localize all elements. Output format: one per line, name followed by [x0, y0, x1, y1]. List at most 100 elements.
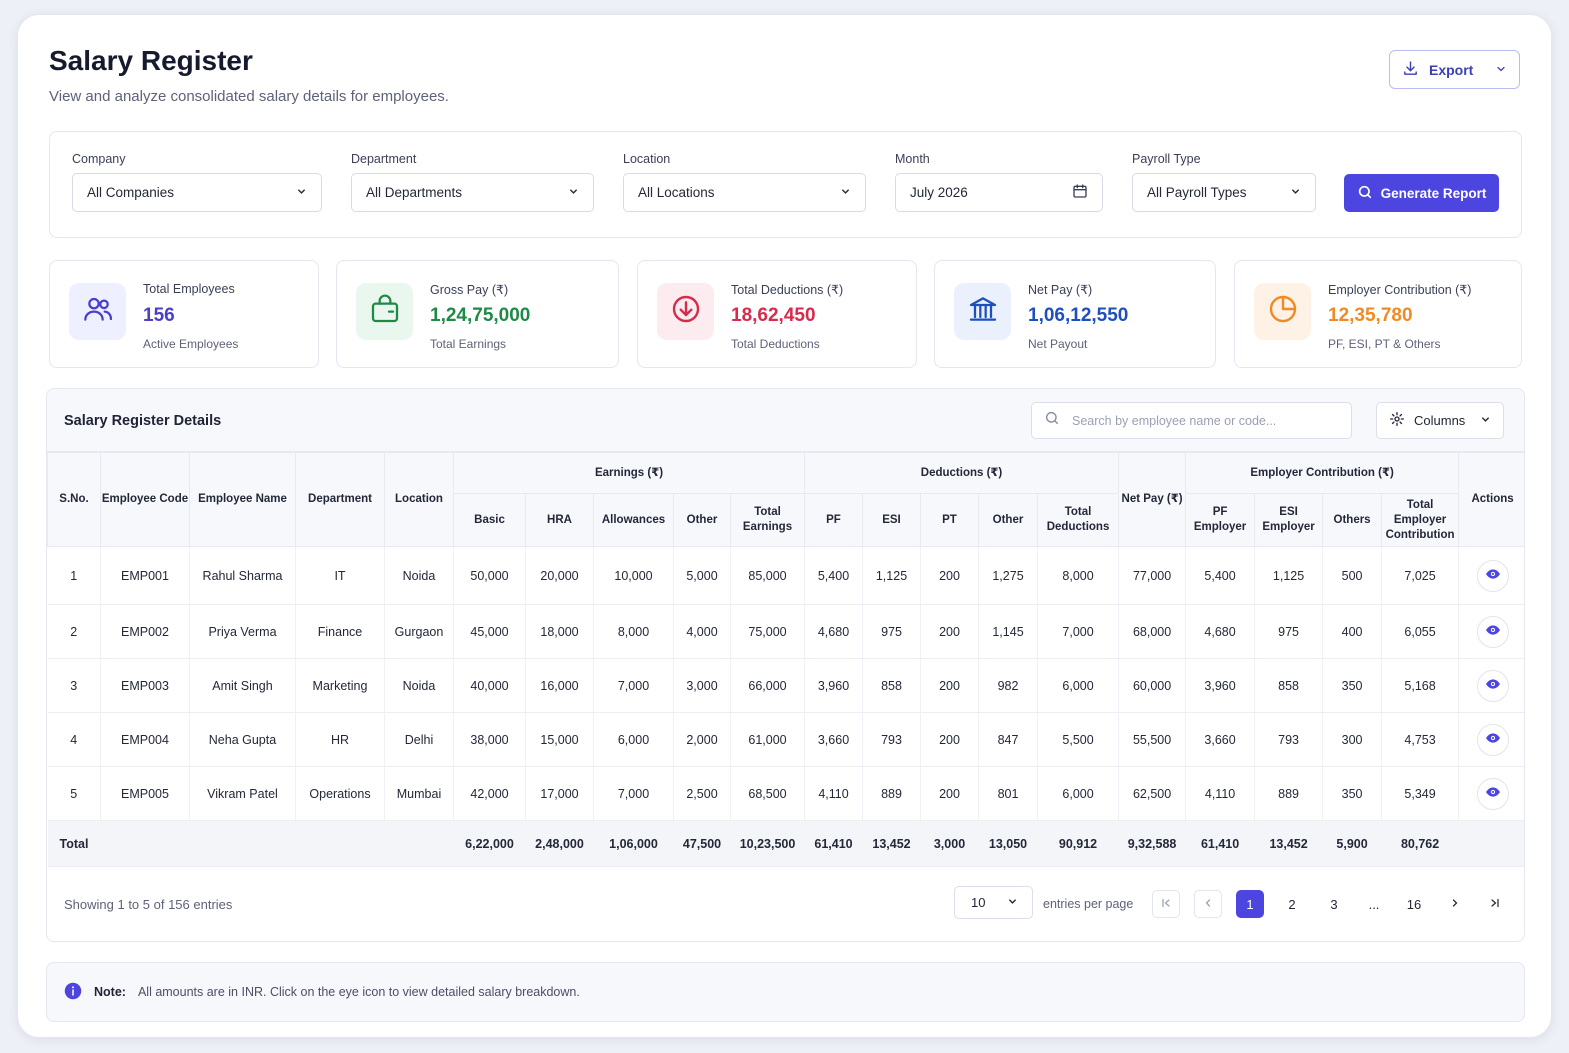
cell-pt: 200: [920, 604, 979, 659]
cell-earnings-other: 4,000: [673, 604, 731, 659]
col-header-esi: ESI: [862, 493, 921, 547]
generate-report-label: Generate Report: [1380, 185, 1487, 201]
total-esi: 13,452: [862, 820, 921, 867]
cell-location: Noida: [384, 546, 454, 605]
payroll-type-filter-label: Payroll Type: [1132, 152, 1201, 166]
department-select-value: All Departments: [366, 185, 463, 200]
next-page-button[interactable]: [1441, 890, 1469, 918]
chevron-down-icon: [840, 185, 851, 200]
view-details-button[interactable]: [1476, 559, 1509, 592]
total-spacer: [100, 820, 454, 867]
cell-sno: 3: [47, 658, 101, 713]
cell-esi: 889: [862, 766, 921, 821]
cell-basic: 38,000: [453, 712, 526, 767]
cell-allowances: 6,000: [593, 712, 674, 767]
cell-net-pay: 55,500: [1118, 712, 1187, 767]
stat-card-total-employees: Total Employees 156 Active Employees: [49, 260, 319, 368]
col-header-total-earnings: Total Earnings: [730, 493, 805, 547]
eye-icon: [1485, 784, 1501, 803]
total-net-pay: 9,32,588: [1118, 820, 1186, 867]
generate-report-button[interactable]: Generate Report: [1344, 174, 1499, 212]
export-button[interactable]: Export: [1389, 50, 1520, 89]
cell-earnings-other: 2,500: [673, 766, 731, 821]
table-row: 3 EMP003 Amit Singh Marketing Noida 40,000 16,…: [47, 658, 1524, 713]
stat-icon-bg: [69, 283, 126, 340]
col-header-department: Department: [295, 452, 385, 547]
eye-icon: [1485, 730, 1501, 749]
stat-icon-bg: [954, 283, 1011, 340]
cell-esi: 975: [862, 604, 921, 659]
stat-label: Gross Pay (₹): [430, 283, 509, 297]
cell-pf-employer: 4,680: [1185, 604, 1256, 659]
page-button-16[interactable]: 16: [1406, 896, 1422, 912]
chevron-down-icon: [568, 185, 579, 200]
month-picker[interactable]: July 2026: [895, 173, 1103, 212]
first-page-button[interactable]: [1152, 890, 1180, 918]
col-header-earnings-other: Other: [673, 493, 731, 547]
company-select[interactable]: All Companies: [72, 173, 322, 212]
department-select[interactable]: All Departments: [351, 173, 594, 212]
table-body: 1 EMP001 Rahul Sharma IT Noida 50,000 20,000 10…: [47, 546, 1524, 821]
chevron-left-icon: [1202, 897, 1214, 912]
col-header-employee-code: Employee Code: [100, 452, 190, 547]
page-button-1[interactable]: 1: [1236, 890, 1264, 918]
cell-pf-employer: 4,110: [1185, 766, 1256, 821]
columns-label: Columns: [1414, 413, 1466, 428]
view-details-button[interactable]: [1476, 615, 1509, 648]
cell-net-pay: 77,000: [1118, 546, 1187, 605]
stat-icon-bg: [1254, 283, 1311, 340]
company-select-value: All Companies: [87, 185, 175, 200]
chevron-right-icon: [1449, 897, 1461, 912]
cell-esi-employer: 1,125: [1254, 546, 1324, 605]
last-page-button[interactable]: [1481, 890, 1509, 918]
stat-subtext: Active Employees: [143, 337, 239, 351]
location-select[interactable]: All Locations: [623, 173, 866, 212]
cell-hra: 16,000: [525, 658, 594, 713]
col-header-basic: Basic: [453, 493, 526, 547]
cell-total-deductions: 5,500: [1037, 712, 1120, 767]
columns-button[interactable]: Columns: [1376, 402, 1504, 439]
page-button-3[interactable]: 3: [1330, 896, 1338, 912]
department-filter: Department All Departments: [351, 152, 594, 212]
cell-total-employer-contribution: 5,349: [1381, 766, 1460, 821]
total-total-earnings: 10,23,500: [730, 820, 805, 867]
cell-employee-name: Amit Singh: [189, 658, 296, 713]
payroll-type-select[interactable]: All Payroll Types: [1132, 173, 1316, 212]
cell-department: Finance: [295, 604, 385, 659]
page-button-2[interactable]: 2: [1288, 896, 1296, 912]
chevron-down-icon: [1007, 895, 1018, 910]
stat-subtext: PF, ESI, PT & Others: [1328, 337, 1441, 351]
col-header-location: Location: [384, 452, 454, 547]
stat-subtext: Net Payout: [1028, 337, 1088, 351]
cell-net-pay: 68,000: [1118, 604, 1187, 659]
col-header-allowances: Allowances: [593, 493, 674, 547]
cell-total-earnings: 85,000: [730, 546, 805, 605]
stat-value: 12,35,780: [1328, 305, 1413, 326]
view-details-button[interactable]: [1476, 777, 1509, 810]
chevron-down-icon: [1495, 62, 1507, 78]
cell-basic: 42,000: [453, 766, 526, 821]
col-group-employer-contribution: Employer Contribution (₹): [1185, 452, 1460, 494]
cell-employee-name: Vikram Patel: [189, 766, 296, 821]
view-details-button[interactable]: [1476, 669, 1509, 702]
cell-actions: [1458, 712, 1524, 767]
employee-search[interactable]: [1031, 402, 1352, 439]
cell-sno: 5: [47, 766, 101, 821]
cell-employee-code: EMP001: [100, 546, 190, 605]
col-header-total-deductions: Total Deductions: [1036, 493, 1120, 547]
cell-employee-code: EMP004: [100, 712, 190, 767]
total-earnings-other: 47,500: [673, 820, 731, 867]
cell-allowances: 7,000: [593, 658, 674, 713]
cell-location: Noida: [384, 658, 454, 713]
cell-esi-employer: 858: [1254, 658, 1324, 713]
cell-basic: 50,000: [453, 546, 526, 605]
eye-icon: [1485, 676, 1501, 695]
cell-pt: 200: [920, 658, 979, 713]
total-others: 5,900: [1322, 820, 1382, 867]
prev-page-button[interactable]: [1194, 890, 1222, 918]
col-group-deductions: Deductions (₹): [803, 452, 1120, 494]
view-details-button[interactable]: [1476, 723, 1509, 756]
per-page-select[interactable]: 10: [954, 886, 1033, 919]
search-input[interactable]: [1072, 413, 1322, 428]
cell-department: HR: [295, 712, 385, 767]
